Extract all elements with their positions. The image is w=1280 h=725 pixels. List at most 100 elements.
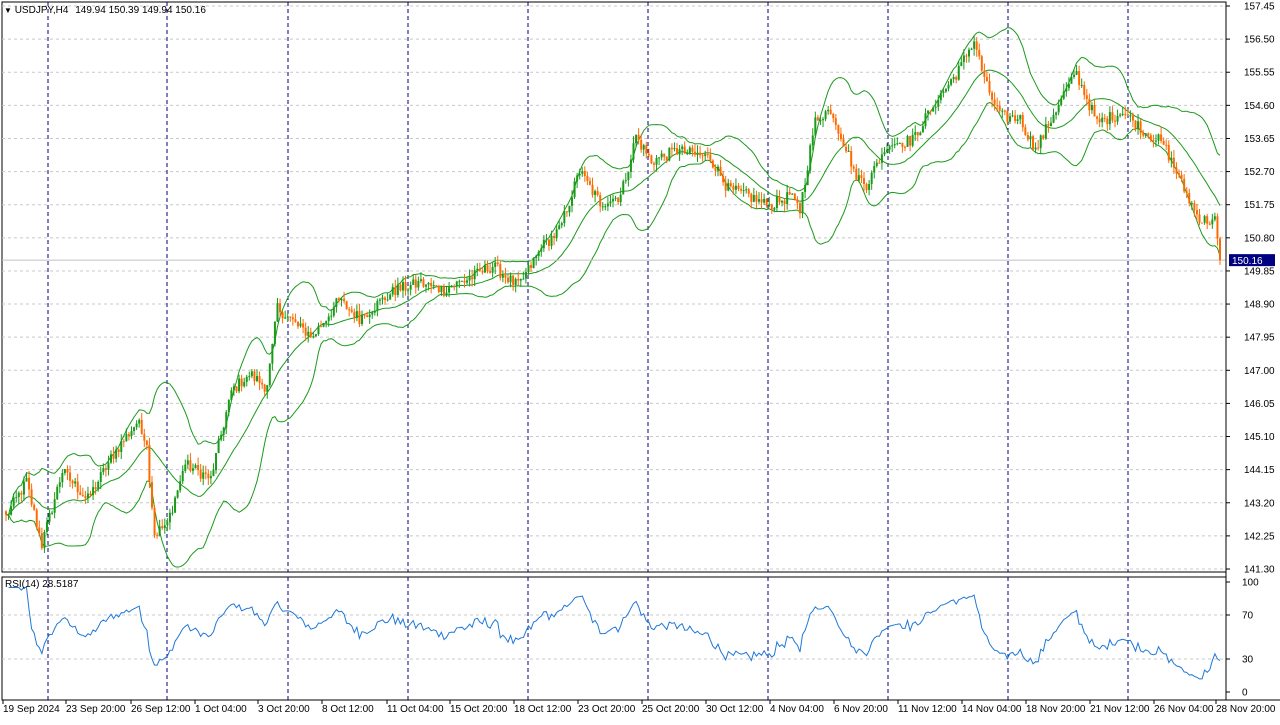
candle (652, 161, 655, 172)
candle (22, 476, 25, 502)
candle (225, 410, 228, 435)
candle (847, 144, 850, 153)
candle (222, 426, 225, 441)
price-tick-label: 143.20 (1244, 498, 1275, 509)
candle (120, 434, 123, 459)
candle (816, 114, 819, 121)
candle (781, 200, 784, 207)
candle (425, 284, 428, 293)
candle (268, 363, 271, 388)
candle (519, 278, 522, 287)
candle (729, 180, 732, 188)
candle (427, 282, 430, 291)
candle (496, 255, 499, 267)
candle (56, 484, 59, 501)
candle (845, 142, 848, 154)
candle (1203, 214, 1206, 225)
candle (107, 455, 110, 476)
candle (76, 473, 79, 500)
candle (235, 386, 238, 393)
time-tick-label: 4 Nov 04:00 (770, 704, 824, 715)
price-tick-label: 146.05 (1244, 399, 1275, 410)
candle (1014, 110, 1017, 124)
candle (527, 260, 530, 275)
candle (248, 371, 251, 381)
candle (215, 452, 218, 474)
candle (220, 430, 223, 442)
candle (542, 235, 545, 252)
candle (1170, 151, 1173, 168)
candle (171, 505, 174, 516)
candle (591, 177, 594, 198)
price-tick-label: 141.30 (1244, 565, 1275, 576)
candle (476, 263, 479, 277)
candle (258, 371, 261, 391)
candle (711, 159, 714, 169)
candle (1183, 173, 1186, 194)
candle (734, 178, 737, 195)
candle (1188, 188, 1191, 207)
bollinger-upper-band (5, 27, 1221, 516)
candle (417, 276, 420, 291)
candle (1152, 134, 1155, 148)
candle (891, 138, 894, 153)
candle (903, 145, 906, 152)
candle (1103, 113, 1106, 123)
candle (950, 78, 953, 87)
candle (15, 490, 18, 503)
candle (40, 527, 43, 550)
candle (545, 233, 548, 245)
candle (253, 369, 256, 386)
candle (824, 109, 827, 122)
candle (934, 99, 937, 115)
candle (81, 487, 84, 497)
candle (1113, 114, 1116, 128)
price-tick-label: 147.00 (1244, 366, 1275, 377)
candle (1195, 203, 1198, 221)
rsi-tick-label: 0 (1242, 688, 1248, 699)
price-tick-label: 142.25 (1244, 531, 1275, 542)
candle (437, 284, 440, 294)
candle (207, 469, 210, 486)
dropdown-triangle-icon[interactable]: ▼ (4, 6, 12, 15)
candle (898, 142, 901, 144)
candle (1047, 120, 1050, 133)
candle (35, 508, 38, 531)
candle (299, 316, 302, 328)
candle (809, 143, 812, 174)
candle (1057, 99, 1060, 116)
candle (84, 490, 87, 505)
time-tick-label: 19 Sep 2024 (3, 704, 60, 715)
candle (745, 186, 748, 194)
time-tick-label: 11 Nov 12:00 (898, 704, 957, 715)
candle (1032, 134, 1035, 151)
price-tick-label: 149.85 (1244, 266, 1275, 277)
candle (212, 463, 215, 477)
candle (829, 104, 832, 115)
candle (665, 156, 668, 164)
candle (404, 275, 407, 296)
time-tick-label: 14 Nov 04:00 (962, 704, 1022, 715)
candle (793, 192, 796, 201)
candle (517, 271, 520, 286)
candle (38, 520, 41, 536)
candle (699, 145, 702, 159)
main-plot-frame (1, 1, 1227, 573)
candle (1029, 131, 1032, 147)
candle (1149, 133, 1152, 143)
candle (965, 53, 968, 63)
candle (412, 274, 415, 286)
candle (668, 147, 671, 162)
candle (993, 92, 996, 111)
candle (788, 187, 791, 196)
price-tick-label: 157.45 (1244, 2, 1275, 13)
price-tick-label: 154.60 (1244, 101, 1275, 112)
candle (450, 284, 453, 288)
candle (686, 149, 689, 156)
candle (927, 110, 930, 121)
candle (939, 89, 942, 104)
candle (647, 148, 650, 158)
candle (217, 435, 220, 454)
